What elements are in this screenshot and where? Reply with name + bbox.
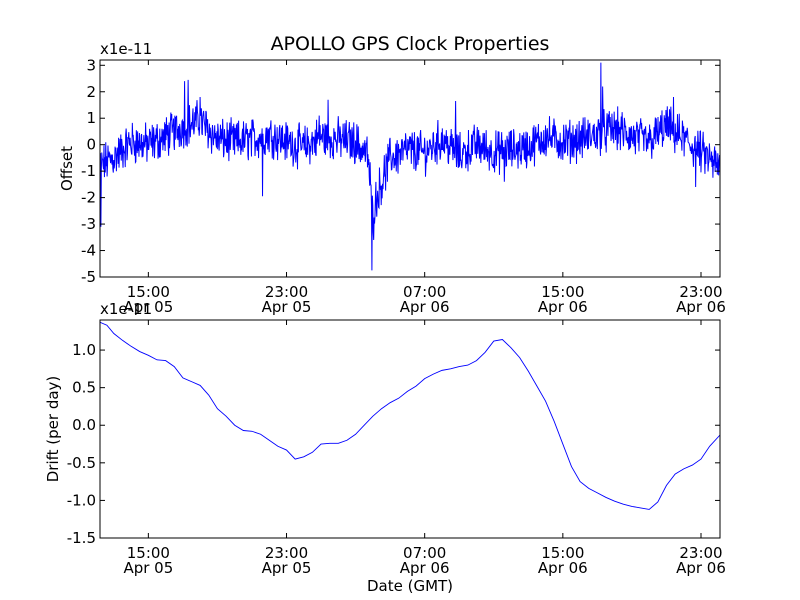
x-tick-label-date: Apr 05 [262, 298, 312, 316]
x-tick-label-time: 15:00 [127, 283, 170, 301]
x-tick-label-date: Apr 06 [538, 298, 588, 316]
x-axis-label: Date (GMT) [367, 577, 453, 595]
y-tick-label: 1 [86, 109, 96, 127]
x-tick-label-time: 23:00 [679, 283, 722, 301]
y-tick-label: 1.0 [72, 341, 96, 359]
x-tick-label-time: 23:00 [265, 283, 308, 301]
drift-series-line [100, 321, 720, 510]
x-tick-label-time: 07:00 [403, 283, 446, 301]
x-tick-label-date: Apr 06 [400, 559, 450, 577]
y-tick-label: -0.5 [67, 454, 96, 472]
x-tick-label-date: Apr 06 [400, 298, 450, 316]
y-axis-label: Offset [58, 146, 76, 191]
y-tick-label: 2 [86, 83, 96, 101]
y-tick-label: 0.0 [72, 416, 96, 434]
axis-offset-text: x1e-11 [100, 40, 152, 58]
x-tick-label-date: Apr 06 [538, 559, 588, 577]
x-tick-label-time: 23:00 [265, 544, 308, 562]
axes-frame [99, 319, 721, 539]
x-tick-label-date: Apr 06 [676, 559, 726, 577]
y-tick-label: -2 [81, 189, 96, 207]
y-tick-label: -5 [81, 268, 96, 286]
y-tick-label: -1 [81, 162, 96, 180]
y-tick-label: -1.0 [67, 491, 96, 509]
y-tick-label: -3 [81, 215, 96, 233]
x-tick-label-time: 23:00 [679, 544, 722, 562]
axes-frame [99, 59, 721, 278]
offset-series-line [100, 62, 720, 271]
x-tick-label-time: 15:00 [541, 283, 584, 301]
x-tick-label-time: 15:00 [541, 544, 584, 562]
x-tick-label-date: Apr 06 [676, 298, 726, 316]
y-tick-label: -1.5 [67, 529, 96, 547]
axis-offset-text: x1e-11 [100, 300, 152, 318]
y-tick-label: 0.5 [72, 379, 96, 397]
y-axis-label: Drift (per day) [44, 376, 62, 483]
y-tick-label: 3 [86, 56, 96, 74]
x-tick-label-date: Apr 05 [123, 559, 173, 577]
x-tick-label-date: Apr 05 [123, 298, 173, 316]
x-tick-label-time: 07:00 [403, 544, 446, 562]
y-tick-label: 0 [86, 136, 96, 154]
chart-title: APOLLO GPS Clock Properties [271, 33, 550, 55]
x-tick-label-time: 15:00 [127, 544, 170, 562]
x-tick-label-date: Apr 05 [262, 559, 312, 577]
y-tick-label: -4 [81, 242, 96, 260]
